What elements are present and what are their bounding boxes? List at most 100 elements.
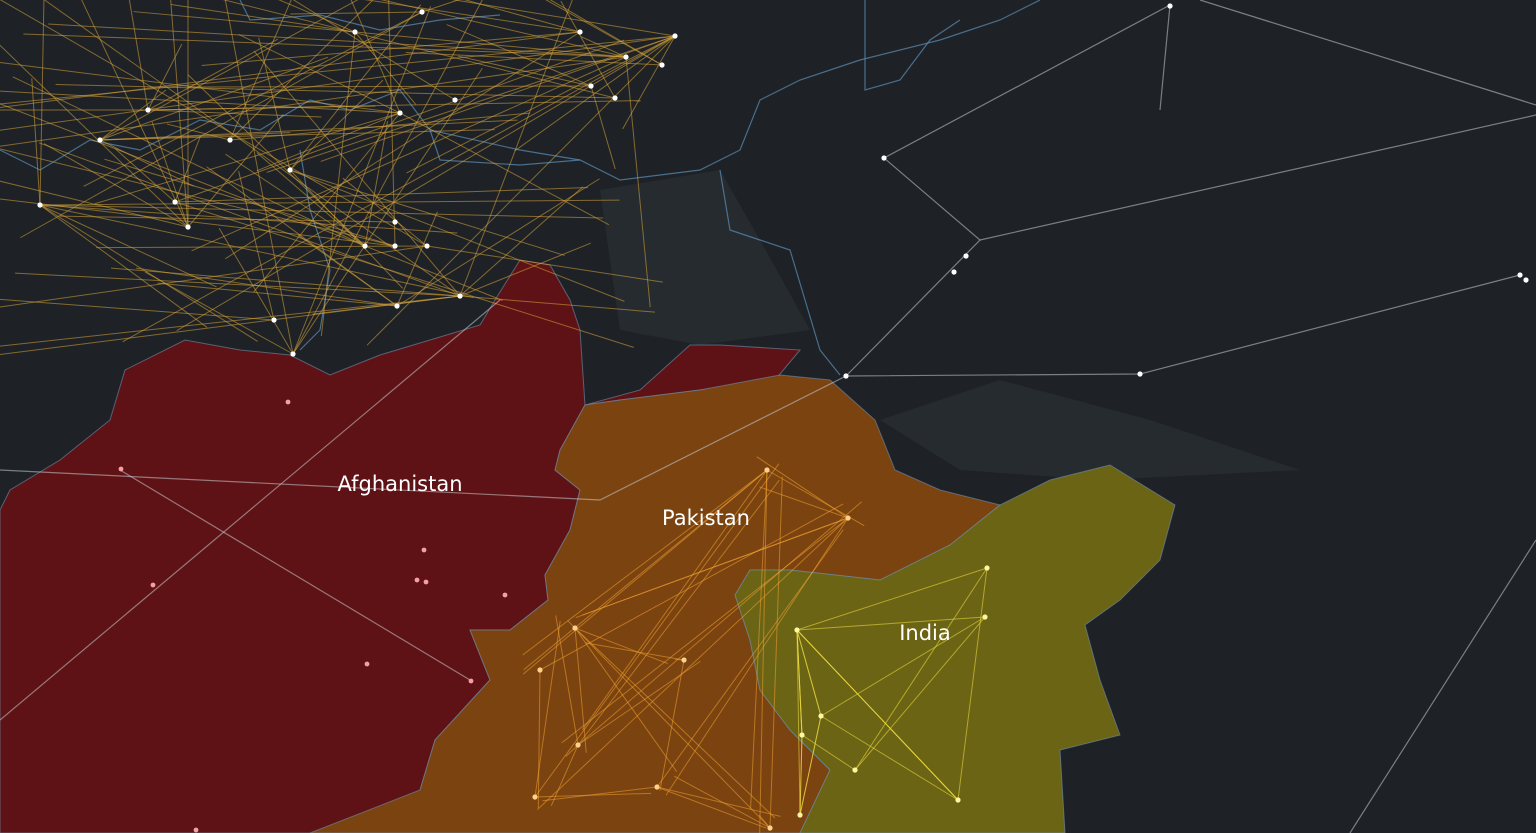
city-dot bbox=[951, 269, 957, 275]
route bbox=[577, 479, 780, 746]
route bbox=[174, 187, 588, 203]
city-dot bbox=[681, 657, 687, 663]
city-dot bbox=[794, 627, 800, 633]
city-dot bbox=[287, 167, 293, 173]
city-dot bbox=[193, 827, 199, 833]
route bbox=[957, 567, 988, 801]
route bbox=[157, 282, 398, 307]
route bbox=[979, 114, 1536, 241]
route bbox=[99, 129, 495, 141]
route bbox=[514, 35, 676, 152]
city-dot bbox=[982, 614, 988, 620]
route bbox=[229, 0, 374, 141]
route bbox=[574, 627, 668, 665]
route bbox=[312, 295, 461, 315]
route bbox=[15, 272, 461, 297]
city-dot bbox=[392, 243, 398, 249]
city-dot bbox=[362, 243, 368, 249]
route bbox=[545, 0, 663, 66]
route bbox=[43, 0, 461, 297]
route bbox=[459, 186, 584, 297]
route bbox=[799, 734, 803, 816]
route bbox=[539, 503, 844, 671]
city-dot bbox=[612, 95, 618, 101]
city-dot bbox=[421, 547, 427, 553]
route bbox=[39, 204, 604, 219]
route bbox=[406, 35, 676, 174]
route bbox=[820, 616, 986, 717]
city-dot bbox=[419, 9, 425, 15]
route bbox=[43, 143, 189, 228]
route bbox=[582, 469, 768, 731]
route bbox=[574, 627, 587, 753]
route bbox=[549, 0, 663, 66]
route bbox=[0, 148, 396, 247]
country-label: India bbox=[899, 621, 951, 645]
city-dot bbox=[414, 577, 420, 583]
route bbox=[577, 501, 862, 746]
route bbox=[187, 113, 284, 228]
city-dot bbox=[392, 219, 398, 225]
city-dot bbox=[623, 54, 629, 60]
city-dot bbox=[852, 767, 858, 773]
route bbox=[537, 517, 849, 810]
route bbox=[147, 43, 183, 111]
city-dot bbox=[1523, 277, 1529, 283]
route bbox=[364, 121, 389, 247]
cities bbox=[37, 3, 1529, 833]
route bbox=[256, 112, 401, 172]
route bbox=[459, 242, 591, 297]
route bbox=[796, 616, 986, 631]
route bbox=[459, 0, 573, 297]
route bbox=[567, 620, 771, 829]
route bbox=[1199, 0, 1536, 106]
route bbox=[542, 786, 658, 802]
city-dot bbox=[672, 33, 678, 39]
route bbox=[759, 469, 768, 833]
city-dot bbox=[352, 29, 358, 35]
route bbox=[550, 744, 579, 807]
route bbox=[665, 517, 849, 796]
city-dot bbox=[271, 317, 277, 323]
route bbox=[225, 153, 366, 247]
route bbox=[320, 35, 676, 162]
route bbox=[854, 616, 986, 771]
route bbox=[560, 0, 616, 99]
route bbox=[0, 35, 676, 131]
city-dot bbox=[963, 253, 969, 259]
route bbox=[364, 245, 503, 301]
route bbox=[659, 659, 685, 791]
route bbox=[144, 271, 294, 355]
route bbox=[796, 629, 803, 736]
city-dot bbox=[394, 303, 400, 309]
route bbox=[12, 76, 366, 247]
route bbox=[99, 89, 167, 141]
city-dot bbox=[118, 466, 124, 472]
route bbox=[0, 103, 366, 247]
city-dot bbox=[818, 713, 824, 719]
route bbox=[38, 142, 461, 297]
city-dot bbox=[955, 797, 961, 803]
route bbox=[342, 177, 428, 247]
route bbox=[151, 121, 189, 228]
route bbox=[537, 669, 541, 808]
city-dot bbox=[767, 825, 773, 831]
city-dot bbox=[588, 83, 594, 89]
route bbox=[459, 295, 656, 313]
route bbox=[171, 4, 356, 33]
route bbox=[801, 734, 856, 771]
route bbox=[0, 0, 428, 247]
route bbox=[522, 469, 768, 675]
route bbox=[759, 486, 849, 519]
route bbox=[796, 629, 822, 717]
route bbox=[0, 44, 189, 228]
city-dot bbox=[364, 661, 370, 667]
city-dot bbox=[532, 794, 538, 800]
route bbox=[96, 245, 428, 249]
route bbox=[147, 38, 278, 111]
route bbox=[99, 139, 194, 187]
route bbox=[222, 0, 616, 99]
route bbox=[796, 629, 801, 816]
city-dot bbox=[468, 678, 474, 684]
route bbox=[238, 33, 401, 114]
